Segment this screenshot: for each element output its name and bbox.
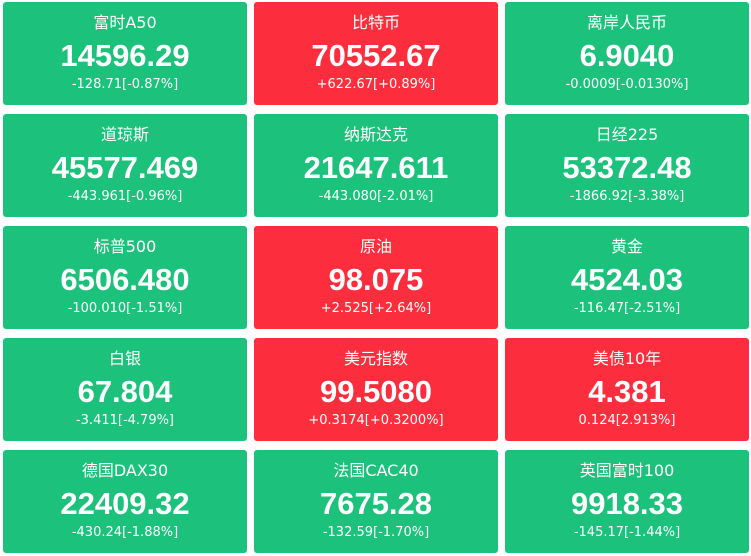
quote-price: 4524.03 (570, 262, 684, 297)
quote-price: 99.5080 (319, 374, 433, 409)
quote-change: -3.411[-4.79%] (75, 413, 175, 428)
quote-name: 黄金 (610, 237, 643, 256)
quote-tile[interactable]: 离岸人民币 6.9040 -0.0009[-0.0130%] (505, 2, 749, 105)
quote-change: -128.71[-0.87%] (71, 77, 179, 92)
quote-change: -443.080[-2.01%] (318, 189, 434, 204)
quote-price: 22409.32 (60, 486, 190, 521)
quote-change: -443.961[-0.96%] (67, 189, 183, 204)
quote-tile[interactable]: 法国CAC40 7675.28 -132.59[-1.70%] (254, 450, 498, 553)
quote-tile[interactable]: 黄金 4524.03 -116.47[-2.51%] (505, 226, 749, 329)
quote-tile[interactable]: 英国富时100 9918.33 -145.17[-1.44%] (505, 450, 749, 553)
quote-name: 富时A50 (93, 13, 157, 32)
quote-price: 67.804 (77, 374, 173, 409)
quote-name: 白银 (108, 349, 141, 368)
quote-name: 英国富时100 (579, 461, 675, 480)
quote-name: 纳斯达克 (343, 125, 408, 144)
quote-price: 9918.33 (570, 486, 684, 521)
quote-price: 6506.480 (60, 262, 190, 297)
quote-price: 45577.469 (51, 150, 199, 185)
quote-price: 14596.29 (60, 38, 190, 73)
quote-tile[interactable]: 纳斯达克 21647.611 -443.080[-2.01%] (254, 114, 498, 217)
quote-tile[interactable]: 比特币 70552.67 +622.67[+0.89%] (254, 2, 498, 105)
quote-name: 标普500 (93, 237, 157, 256)
quote-name: 日经225 (595, 125, 659, 144)
quote-change: +622.67[+0.89%] (316, 77, 436, 92)
quote-change: -116.47[-2.51%] (573, 301, 681, 316)
quote-tile[interactable]: 富时A50 14596.29 -128.71[-0.87%] (3, 2, 247, 105)
quote-change: -1866.92[-3.38%] (569, 189, 685, 204)
quote-price: 4.381 (588, 374, 666, 409)
quote-name: 美债10年 (592, 349, 662, 368)
quote-price: 70552.67 (311, 38, 441, 73)
quote-change: +2.525[+2.64%] (320, 301, 432, 316)
quote-price: 21647.611 (303, 150, 449, 185)
quote-change: -430.24[-1.88%] (71, 525, 179, 540)
quote-change: -145.17[-1.44%] (573, 525, 681, 540)
quote-tile[interactable]: 德国DAX30 22409.32 -430.24[-1.88%] (3, 450, 247, 553)
quote-change: -0.0009[-0.0130%] (565, 77, 689, 92)
quote-name: 道琼斯 (100, 125, 149, 144)
quote-price: 98.075 (328, 262, 424, 297)
quote-tile[interactable]: 日经225 53372.48 -1866.92[-3.38%] (505, 114, 749, 217)
quote-price: 7675.28 (319, 486, 433, 521)
quote-change: 0.124[2.913%] (578, 413, 676, 428)
quote-tile[interactable]: 标普500 6506.480 -100.010[-1.51%] (3, 226, 247, 329)
quote-change: +0.3174[+0.3200%] (308, 413, 444, 428)
quote-tile[interactable]: 美债10年 4.381 0.124[2.913%] (505, 338, 749, 441)
quote-name: 离岸人民币 (586, 13, 667, 32)
quote-name: 法国CAC40 (333, 461, 419, 480)
quote-price: 53372.48 (562, 150, 692, 185)
quote-name: 原油 (359, 237, 392, 256)
quote-tile[interactable]: 美元指数 99.5080 +0.3174[+0.3200%] (254, 338, 498, 441)
quote-name: 比特币 (351, 13, 400, 32)
quote-price: 6.9040 (579, 38, 675, 73)
quote-name: 德国DAX30 (81, 461, 169, 480)
quote-tile[interactable]: 道琼斯 45577.469 -443.961[-0.96%] (3, 114, 247, 217)
quote-change: -100.010[-1.51%] (67, 301, 183, 316)
quote-change: -132.59[-1.70%] (322, 525, 430, 540)
quote-tile[interactable]: 原油 98.075 +2.525[+2.64%] (254, 226, 498, 329)
quote-tile[interactable]: 白银 67.804 -3.411[-4.79%] (3, 338, 247, 441)
quote-name: 美元指数 (343, 349, 408, 368)
